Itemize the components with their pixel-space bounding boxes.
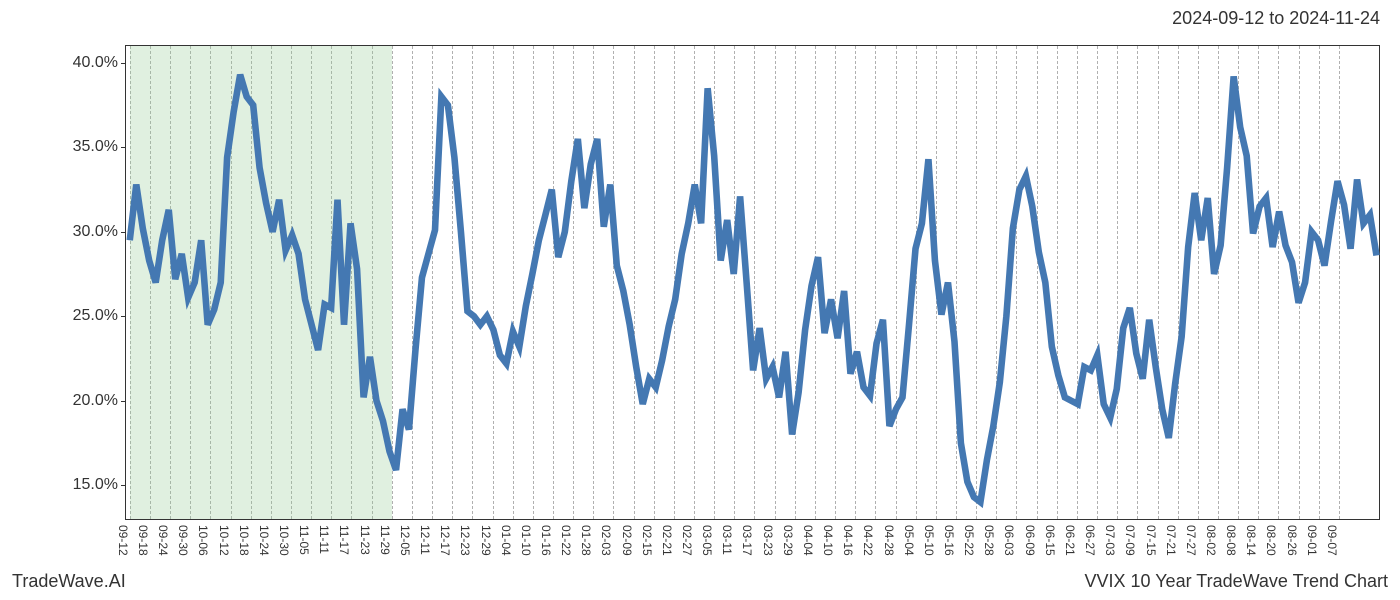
x-axis-label: 10-18: [237, 525, 251, 556]
x-axis-label: 11-23: [358, 525, 372, 555]
x-axis-label: 06-03: [1002, 525, 1016, 556]
x-axis-label: 05-16: [942, 525, 956, 556]
y-axis-label: 35.0%: [73, 138, 118, 156]
x-axis-label: 10-24: [257, 525, 271, 556]
x-axis-label: 04-28: [882, 525, 896, 556]
x-axis-label: 06-09: [1023, 525, 1037, 556]
x-axis-label: 09-24: [156, 525, 170, 556]
x-axis-label: 08-02: [1204, 525, 1218, 556]
x-axis-label: 10-06: [196, 525, 210, 556]
x-axis-label: 04-10: [821, 525, 835, 556]
x-axis-label: 09-01: [1305, 525, 1319, 556]
x-axis-label: 02-15: [640, 525, 654, 556]
y-axis-label: 15.0%: [73, 476, 118, 494]
x-axis-label: 01-22: [559, 525, 573, 556]
x-axis-label: 01-16: [539, 525, 553, 556]
x-axis-label: 05-28: [982, 525, 996, 556]
x-axis-label: 03-29: [781, 525, 795, 556]
x-axis-label: 05-10: [922, 525, 936, 556]
x-axis-label: 01-28: [579, 525, 593, 556]
x-axis-label: 05-04: [902, 525, 916, 556]
x-axis-label: 05-22: [962, 525, 976, 556]
x-axis-label: 07-27: [1184, 525, 1198, 556]
x-axis-label: 07-21: [1164, 525, 1178, 556]
x-axis-label: 08-20: [1264, 525, 1278, 556]
x-axis-label: 12-05: [398, 525, 412, 556]
x-axis-label: 03-11: [720, 525, 734, 555]
footer-title: VVIX 10 Year TradeWave Trend Chart: [1084, 571, 1388, 592]
series-svg: [126, 46, 1379, 519]
x-axis-label: 06-15: [1043, 525, 1057, 556]
x-axis-label: 11-17: [337, 525, 351, 555]
x-axis-label: 09-18: [136, 525, 150, 556]
x-axis-label: 12-29: [479, 525, 493, 556]
x-axis-label: 04-16: [841, 525, 855, 556]
x-axis-label: 06-27: [1083, 525, 1097, 556]
x-axis-label: 02-27: [680, 525, 694, 556]
x-axis-label: 02-09: [620, 525, 634, 556]
x-axis-label: 02-03: [599, 525, 613, 556]
x-axis-label: 03-17: [740, 525, 754, 556]
x-axis-label: 04-04: [801, 525, 815, 556]
x-axis-label: 06-21: [1063, 525, 1077, 556]
x-axis-label: 01-10: [519, 525, 533, 556]
x-axis-label: 02-21: [660, 525, 674, 556]
y-axis-label: 30.0%: [73, 223, 118, 241]
date-range-label: 2024-09-12 to 2024-11-24: [1172, 8, 1380, 29]
x-axis-label: 08-26: [1285, 525, 1299, 556]
x-axis-label: 11-29: [378, 525, 392, 555]
x-axis-label: 08-08: [1224, 525, 1238, 556]
footer-source: TradeWave.AI: [12, 571, 126, 592]
x-axis-label: 09-30: [176, 525, 190, 556]
x-axis-label: 07-15: [1144, 525, 1158, 556]
x-axis-label: 07-09: [1123, 525, 1137, 556]
y-axis-label: 40.0%: [73, 54, 118, 72]
x-axis-label: 04-22: [861, 525, 875, 556]
x-axis-label: 12-23: [458, 525, 472, 556]
x-axis-label: 09-12: [116, 525, 130, 556]
x-axis-label: 10-30: [277, 525, 291, 556]
y-axis-label: 25.0%: [73, 307, 118, 325]
x-axis-label: 01-04: [499, 525, 513, 556]
x-axis-label: 08-14: [1244, 525, 1258, 556]
plot-area: 15.0%20.0%25.0%30.0%35.0%40.0%09-1209-18…: [125, 45, 1380, 520]
x-axis-label: 10-12: [217, 525, 231, 556]
x-axis-label: 11-11: [317, 525, 331, 554]
x-axis-label: 03-05: [700, 525, 714, 556]
x-axis-label: 12-17: [438, 525, 452, 556]
series-line-path: [130, 75, 1377, 502]
y-axis-label: 20.0%: [73, 392, 118, 410]
x-axis-label: 12-11: [418, 525, 432, 555]
x-axis-label: 11-05: [297, 525, 311, 555]
x-axis-label: 03-23: [761, 525, 775, 556]
x-axis-label: 07-03: [1103, 525, 1117, 556]
x-axis-label: 09-07: [1325, 525, 1339, 556]
chart-container: 15.0%20.0%25.0%30.0%35.0%40.0%09-1209-18…: [45, 45, 1380, 520]
